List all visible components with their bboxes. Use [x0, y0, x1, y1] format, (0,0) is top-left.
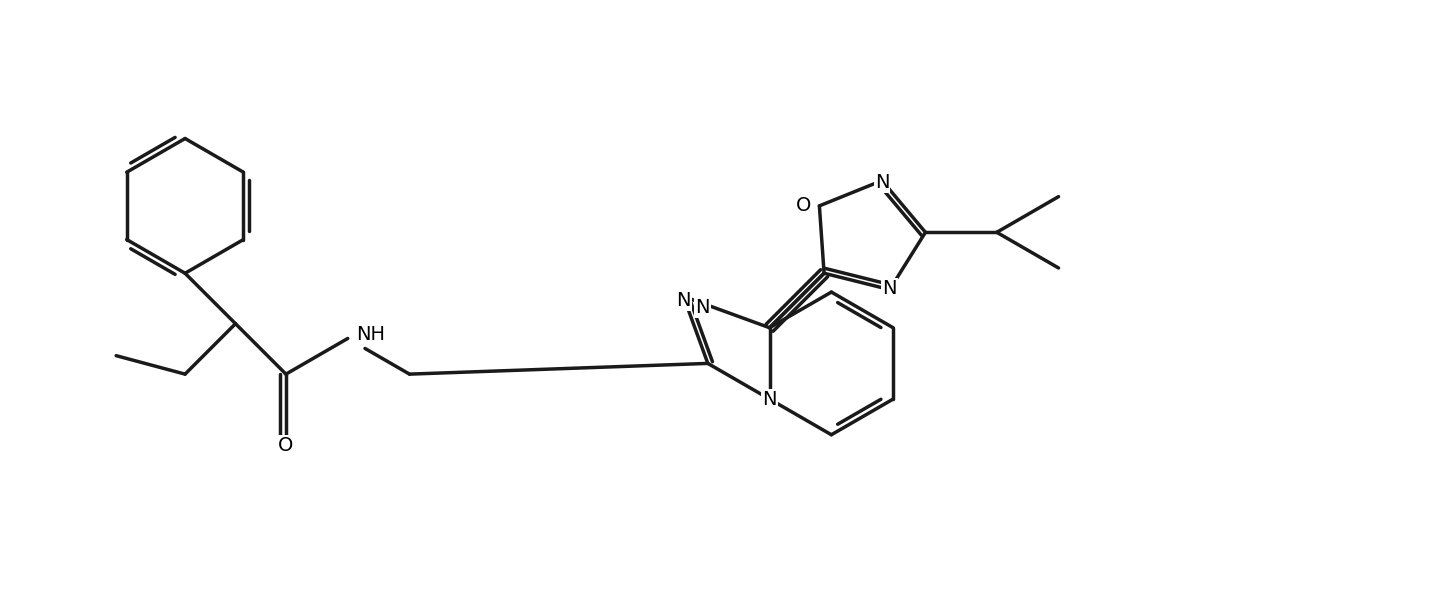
- Text: N: N: [695, 298, 710, 317]
- Text: O: O: [797, 196, 811, 215]
- Text: O: O: [278, 436, 294, 455]
- Text: NH: NH: [356, 325, 385, 344]
- Text: N: N: [875, 173, 890, 191]
- Text: N: N: [883, 278, 897, 298]
- Text: N: N: [762, 389, 776, 409]
- Text: N: N: [676, 292, 691, 310]
